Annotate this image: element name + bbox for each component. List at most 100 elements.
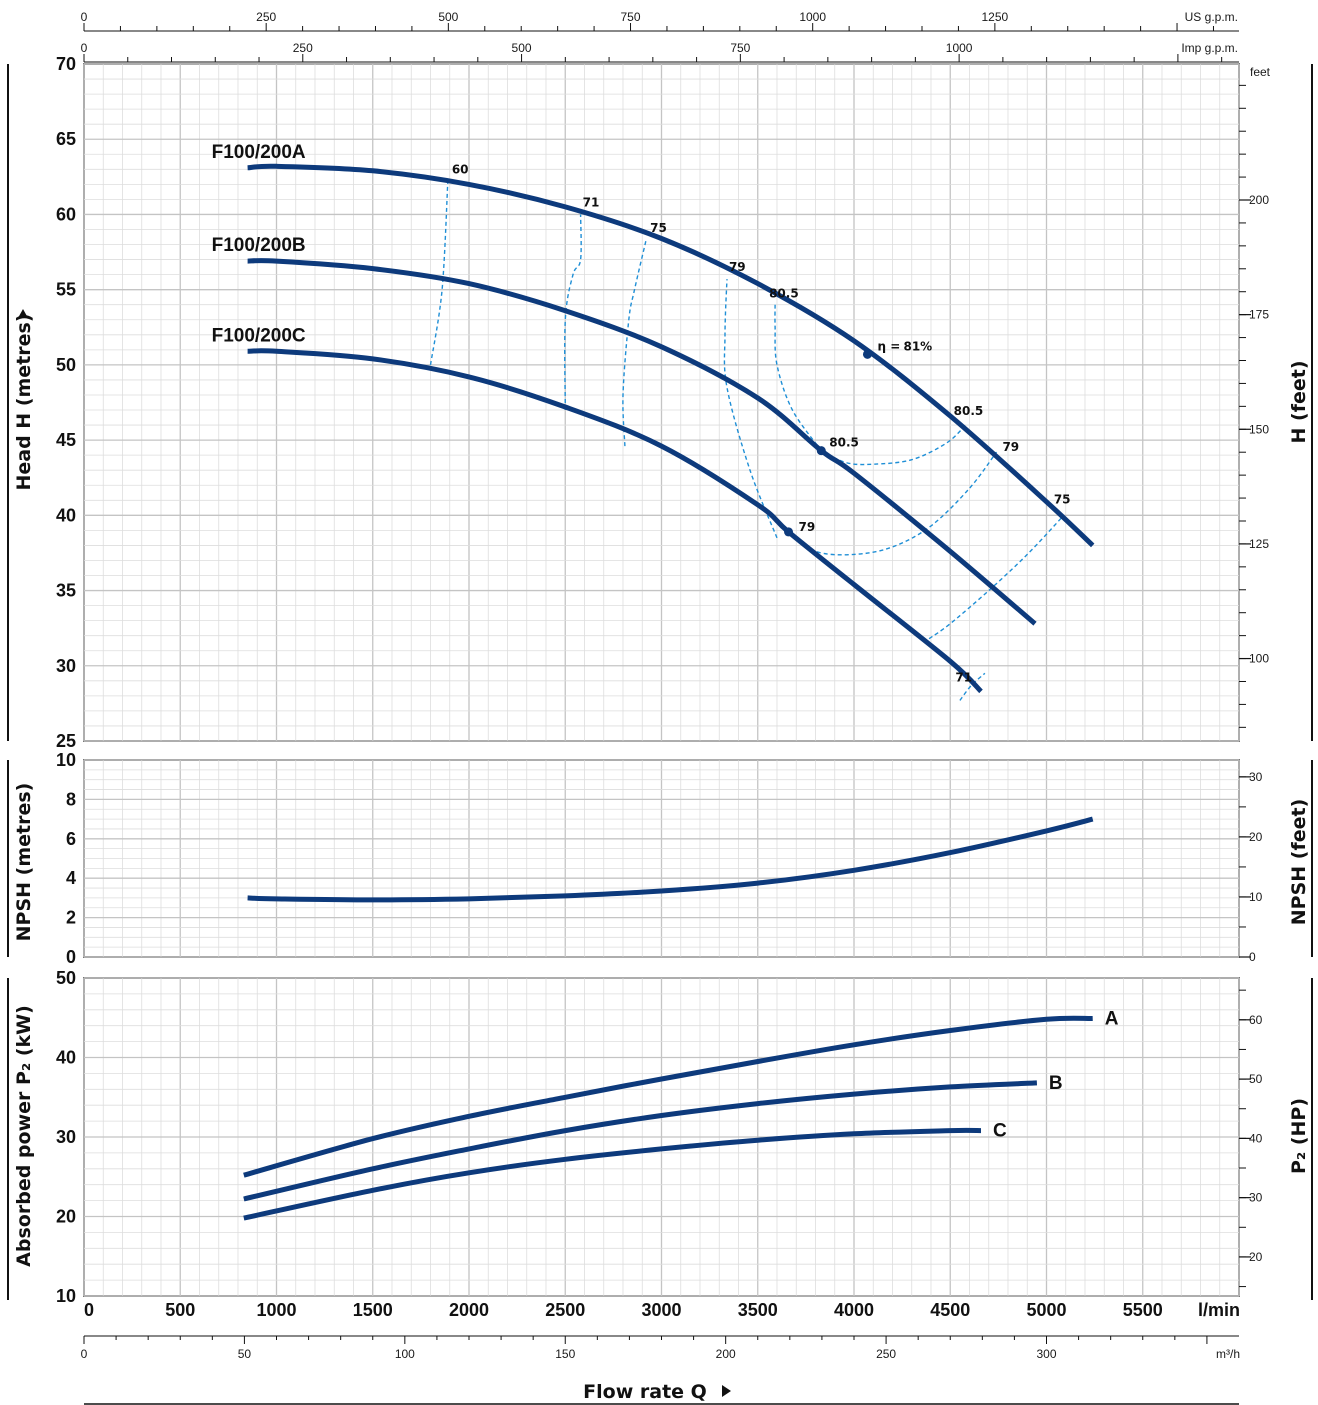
m3h-tick-label: 0 <box>81 1347 88 1361</box>
head-axis-title: Head H (metres) <box>13 313 35 490</box>
head-ytick-label: 45 <box>56 430 76 450</box>
head-ytick-label: 40 <box>56 505 76 525</box>
m3h-tick-label: 50 <box>238 1347 252 1361</box>
power-ytick-label: 20 <box>56 1207 76 1227</box>
power-axis-title: Absorbed power P₂ (kW) <box>13 1005 35 1267</box>
x-tick-label: 3000 <box>641 1300 681 1320</box>
us-gpm-tick-label: 0 <box>81 10 88 24</box>
m3h-tick-label: 250 <box>876 1347 896 1361</box>
power-y2tick-label: 60 <box>1249 1013 1263 1027</box>
head-ytick-label: 30 <box>56 656 76 676</box>
head-ytick-label: 65 <box>56 129 76 149</box>
m3h-tick-label: 150 <box>555 1347 575 1361</box>
head-curve <box>247 348 983 694</box>
x-tick-label: 2500 <box>545 1300 585 1320</box>
head-feet-axis-title: H (feet) <box>1288 360 1310 443</box>
grid-lines <box>83 63 1240 1297</box>
iso-efficiency-line <box>723 279 778 539</box>
m3h-tick-label: 100 <box>395 1347 415 1361</box>
x-tick-label: 2000 <box>449 1300 489 1320</box>
npsh-y2tick-label: 20 <box>1249 830 1263 844</box>
x-tick-label: 1500 <box>353 1300 393 1320</box>
efficiency-label: 75 <box>1054 492 1071 506</box>
iso-efficiency-line <box>429 181 449 366</box>
power-hp-axis-title: P₂ (HP) <box>1288 1098 1310 1174</box>
iso-efficiency-line <box>564 214 582 411</box>
npsh-y2tick-label: 10 <box>1249 890 1263 904</box>
power-y2tick-label: 40 <box>1249 1131 1263 1145</box>
efficiency-label: 79 <box>799 520 816 534</box>
head-ytick-label: 70 <box>56 54 76 74</box>
efficiency-label: 80.5 <box>829 436 859 450</box>
x-tick-label: 5500 <box>1123 1300 1163 1320</box>
power-ytick-label: 50 <box>56 968 76 988</box>
head-axis-arrow-icon <box>18 309 28 318</box>
x-tick-label: 0 <box>84 1300 94 1320</box>
eta-symbol: η = <box>877 339 900 353</box>
power-ytick-label: 30 <box>56 1127 76 1147</box>
head-curve-name: F100/200B <box>212 235 306 256</box>
efficiency-label: 79 <box>1002 440 1019 454</box>
head-ytick-label: 25 <box>56 731 76 751</box>
efficiency-label: 79 <box>729 260 746 274</box>
imp-gpm-tick-label: 1000 <box>946 41 973 55</box>
head-ytick-label: 55 <box>56 280 76 300</box>
iso-efficiency-line <box>774 304 822 452</box>
npsh-feet-axis-title: NPSH (feet) <box>1288 799 1310 926</box>
efficiency-marker <box>816 446 826 456</box>
iso-efficiency-line <box>622 239 647 447</box>
npsh-y2tick-label: 30 <box>1249 770 1263 784</box>
head-y2tick-label: 150 <box>1249 422 1269 436</box>
power-curve-letter: A <box>1105 1009 1119 1030</box>
efficiency-marker <box>862 349 872 359</box>
m3h-tick-label: 200 <box>716 1347 736 1361</box>
head-ytick-label: 50 <box>56 355 76 375</box>
power-ytick-label: 40 <box>56 1048 76 1068</box>
x-tick-label: 1000 <box>256 1300 296 1320</box>
efficiency-label: 80.5 <box>769 287 799 301</box>
imp-gpm-tick-label: 0 <box>81 41 88 55</box>
power-curve-letter: B <box>1049 1073 1063 1094</box>
power-y2tick-label: 30 <box>1249 1191 1263 1205</box>
head-y2tick-label: 200 <box>1249 193 1269 207</box>
curve-labels: F100/200A F100/200B F100/200C A B C 60 71 75 79 80… <box>212 142 1119 1142</box>
efficiency-markers <box>784 349 872 537</box>
x-tick-label: 500 <box>165 1300 195 1320</box>
npsh-ytick-label: 8 <box>66 789 76 809</box>
power-curve <box>243 1127 982 1221</box>
npsh-ytick-label: 4 <box>66 868 76 888</box>
npsh-ytick-label: 10 <box>56 750 76 770</box>
iso-efficiency-lines <box>429 181 1065 701</box>
power-curve <box>243 1080 1038 1202</box>
flow-rate-arrow-icon <box>722 1385 731 1397</box>
power-ytick-label: 10 <box>56 1286 76 1306</box>
iso-efficiency-line <box>820 424 967 466</box>
efficiency-label: 81% <box>903 339 932 353</box>
x-tick-label: 5000 <box>1026 1300 1066 1320</box>
npsh-ytick-label: 2 <box>66 908 76 928</box>
efficiency-label: 71 <box>583 195 600 209</box>
npsh-y2tick-label: 0 <box>1249 950 1256 964</box>
performance-curves <box>243 163 1095 1221</box>
power-curve-letter: C <box>993 1121 1007 1142</box>
us-gpm-tick-label: 1000 <box>799 10 826 24</box>
head-y2tick-label: 100 <box>1249 652 1269 666</box>
m3h-tick-label: 300 <box>1036 1347 1056 1361</box>
power-y2tick-label: 20 <box>1249 1250 1263 1264</box>
us-gpm-tick-label: 500 <box>438 10 458 24</box>
efficiency-label: 71 <box>955 670 972 684</box>
us-gpm-tick-label: 1250 <box>982 10 1009 24</box>
imp-gpm-unit: Imp g.p.m. <box>1181 41 1238 55</box>
efficiency-label: 75 <box>650 221 667 235</box>
axis-scales: 2530354045505560657002468101020304050100… <box>56 10 1269 1361</box>
x-tick-label: 4000 <box>834 1300 874 1320</box>
power-curve <box>243 1015 1093 1178</box>
head-curve-name: F100/200A <box>212 142 306 163</box>
us-gpm-tick-label: 250 <box>256 10 276 24</box>
head-y2tick-label: 175 <box>1249 308 1269 322</box>
power-y2tick-label: 50 <box>1249 1072 1263 1086</box>
npsh-ytick-label: 6 <box>66 829 76 849</box>
head-curve <box>247 163 1095 548</box>
npsh-ytick-label: 0 <box>66 947 76 967</box>
